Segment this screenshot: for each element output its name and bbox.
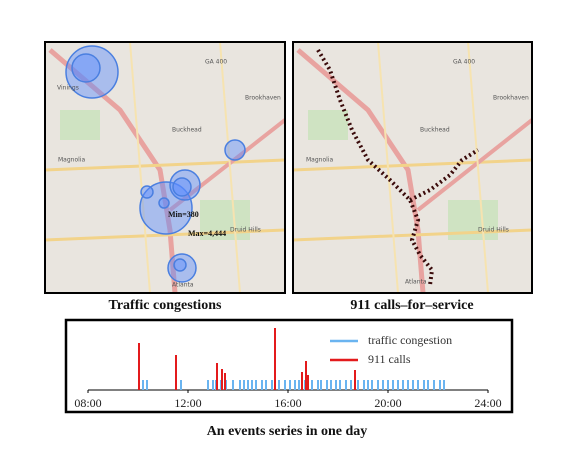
event-chart: 08:00 12:00 16:00 20:00 24:00 traffic congest… bbox=[74, 328, 502, 410]
legend-label: 911 calls bbox=[368, 352, 411, 366]
map-label: Brookhaven bbox=[493, 95, 529, 102]
map-frame bbox=[44, 41, 286, 294]
x-tick-label: 08:00 bbox=[74, 396, 101, 410]
map-label: Magnolia bbox=[306, 157, 333, 164]
map-label: Buckhead bbox=[420, 127, 450, 134]
map-calls bbox=[293, 42, 532, 293]
map-label: Druid Hills bbox=[230, 227, 261, 234]
map-label: Buckhead bbox=[172, 127, 202, 134]
map-label: Brookhaven bbox=[245, 95, 281, 102]
map-label: Vinings bbox=[57, 85, 79, 92]
map-label: Atlanta bbox=[405, 279, 427, 286]
map-label: Druid Hills bbox=[478, 227, 509, 234]
x-tick-label: 12:00 bbox=[174, 396, 201, 410]
x-tick-label: 24:00 bbox=[474, 396, 501, 410]
x-tick-label: 20:00 bbox=[374, 396, 401, 410]
map-annotation: Min=380 bbox=[168, 210, 199, 219]
map-label: Atlanta bbox=[172, 282, 194, 289]
map-label: GA 400 bbox=[205, 59, 227, 66]
chart-title: An events series in one day bbox=[207, 424, 368, 439]
map-caption: 911 calls–for–service bbox=[350, 298, 473, 313]
map-frame bbox=[292, 41, 533, 294]
map-annotation: Max=4,444 bbox=[188, 229, 226, 238]
x-tick-label: 16:00 bbox=[274, 396, 301, 410]
map-label: Magnolia bbox=[58, 157, 85, 164]
map-caption: Traffic congestions bbox=[109, 298, 222, 313]
map-label: GA 400 bbox=[453, 59, 475, 66]
map-traffic bbox=[45, 42, 285, 293]
chart-frame bbox=[64, 318, 514, 414]
legend-label: traffic congestion bbox=[368, 333, 452, 347]
